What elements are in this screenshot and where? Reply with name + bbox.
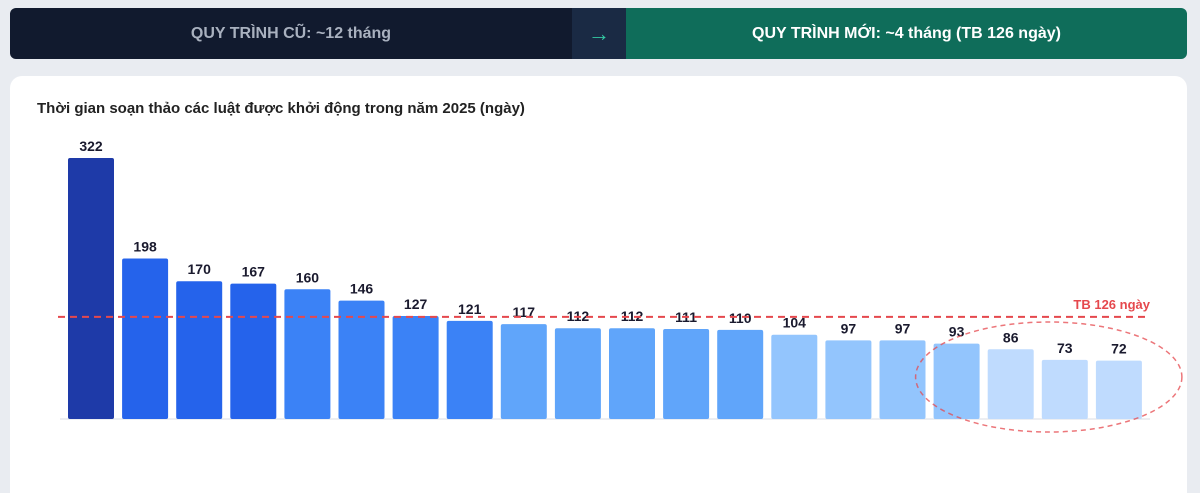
bar: [446, 320, 493, 419]
bar: [771, 334, 818, 419]
bar: [663, 329, 710, 419]
bar-value-label: 198: [133, 239, 157, 255]
bar-value-label: 104: [783, 315, 807, 331]
bar-value-label: 146: [350, 281, 374, 297]
bar-value-label: 93: [949, 324, 965, 340]
bar-value-label: 322: [79, 138, 103, 154]
bar: [122, 258, 169, 419]
bar-value-label: 127: [404, 296, 428, 312]
bar: [176, 281, 223, 419]
bar: [1041, 359, 1088, 419]
bar-value-label: 97: [895, 320, 911, 336]
bar-value-label: 72: [1111, 341, 1127, 357]
bar: [500, 324, 547, 419]
bar-value-label: 170: [188, 261, 212, 277]
highlight-ellipse: [914, 321, 1183, 433]
chart-card: Thời gian soạn thảo các luật được khởi đ…: [10, 76, 1187, 493]
bar-value-label: 121: [458, 301, 482, 317]
bar-value-label: 97: [841, 320, 857, 336]
bar: [68, 158, 114, 419]
bar: [609, 328, 655, 419]
new-process-label: QUY TRÌNH MỚI: ~4 tháng (TB 126 ngày): [626, 8, 1187, 59]
bar: [987, 349, 1034, 419]
bar: [879, 340, 926, 419]
bar-value-label: 167: [242, 264, 266, 280]
bar: [1095, 360, 1142, 419]
bar-value-label: 110: [729, 310, 752, 326]
comparison-banner: QUY TRÌNH CŨ: ~12 tháng → QUY TRÌNH MỚI:…: [10, 8, 1187, 59]
bar: [338, 300, 385, 419]
average-line-label: TB 126 ngày: [1073, 297, 1150, 312]
chart-title: Thời gian soạn thảo các luật được khởi đ…: [37, 100, 525, 117]
bar: [230, 283, 277, 419]
bar: [284, 289, 331, 419]
bar: [717, 329, 764, 419]
bar: [933, 343, 980, 419]
old-process-label: QUY TRÌNH CŨ: ~12 tháng: [10, 8, 572, 59]
bar: [554, 328, 601, 419]
bar-value-label: 112: [621, 308, 644, 324]
bar-value-label: 86: [1003, 329, 1019, 345]
bar-value-label: 160: [296, 269, 320, 285]
bar-value-label: 73: [1057, 340, 1073, 356]
arrow-right-icon: →: [572, 8, 626, 59]
bar: [392, 316, 439, 419]
bar: [825, 340, 872, 419]
